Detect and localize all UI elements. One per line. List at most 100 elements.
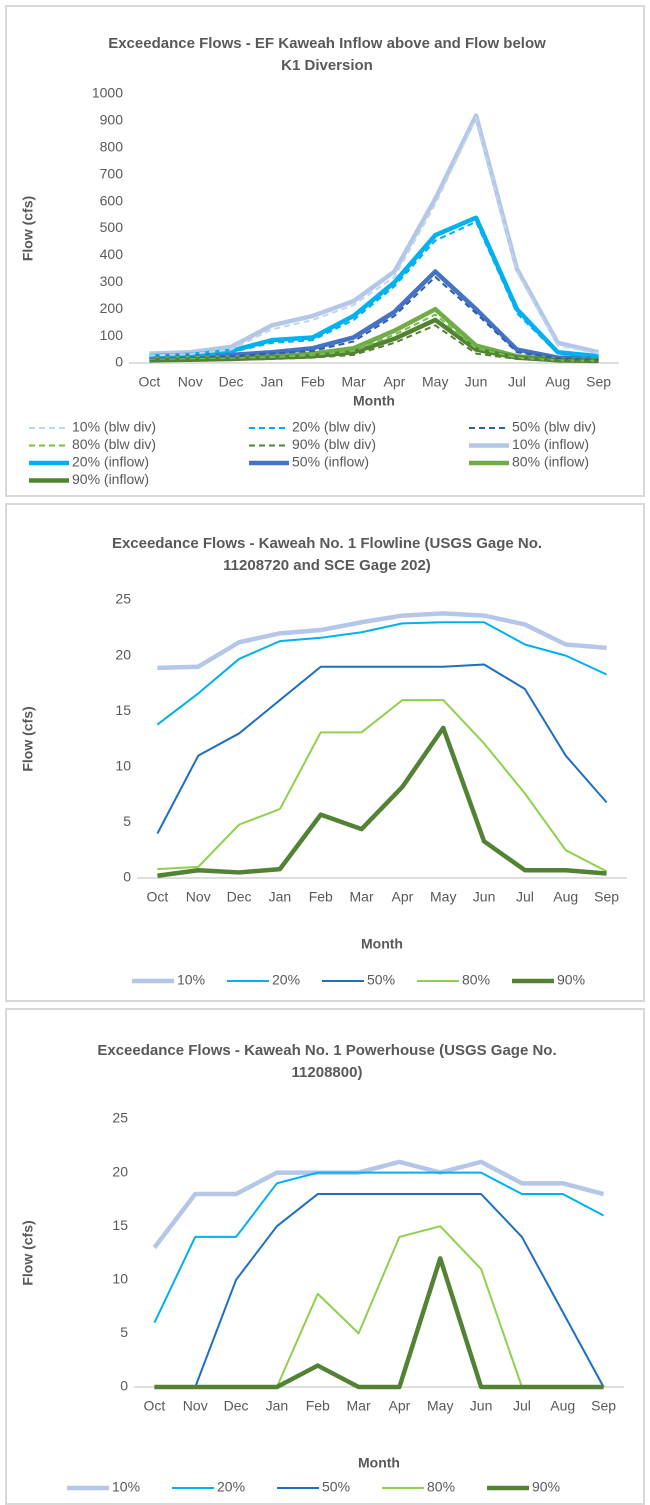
y-tick-label: 0 <box>120 1378 128 1394</box>
x-tick-label: Sep <box>594 889 619 905</box>
legend-label: 20% <box>217 1479 245 1495</box>
legend-label: 90% (blw div) <box>292 436 376 452</box>
legend-label: 20% (blw div) <box>292 419 376 435</box>
legend-label: 10% <box>177 972 205 988</box>
chart: 0 5 10 15 20 25 Oct Nov Dec Jan Feb Mar Apr May Jun Jul… <box>20 591 627 988</box>
series-line <box>154 1225 604 1388</box>
x-tick-label: Jun <box>473 889 496 905</box>
series-line <box>153 1171 605 1324</box>
legend-label: 80% <box>427 1479 455 1495</box>
series-line <box>152 1159 605 1250</box>
x-tick-label: May <box>422 374 448 390</box>
y-tick-label: 5 <box>123 813 131 829</box>
y-tick-label: 200 <box>100 300 124 316</box>
series-line <box>157 725 607 879</box>
x-tick-label: May <box>427 1398 453 1414</box>
legend-label: 90% <box>557 972 585 988</box>
x-tick-label: Nov <box>178 374 203 390</box>
series-line <box>149 324 599 363</box>
x-tick-label: Dec <box>224 1398 249 1414</box>
x-tick-label: Sep <box>586 374 611 390</box>
x-tick-label: Jan <box>261 374 284 390</box>
x-tick-label: Oct <box>144 1398 166 1414</box>
y-tick-label: 10 <box>112 1271 128 1287</box>
y-axis-label: Flow (cfs) <box>20 1220 36 1285</box>
legend-label: 10% (blw div) <box>72 419 156 435</box>
legend-label: 20% (inflow) <box>72 454 149 470</box>
y-tick-label: 800 <box>100 139 124 155</box>
x-tick-label: Feb <box>306 1398 330 1414</box>
y-tick-label: 600 <box>100 192 124 208</box>
y-tick-label: 400 <box>100 246 124 262</box>
chart-panel: Exceedance Flows - Kaweah No. 1 Powerhou… <box>5 1008 645 1505</box>
x-tick-label: May <box>430 889 456 905</box>
chart-panel: Exceedance Flows - Kaweah No. 1 Flowline… <box>5 503 645 1002</box>
x-tick-label: Feb <box>301 374 325 390</box>
x-tick-label: Jan <box>266 1398 289 1414</box>
x-tick-label: Apr <box>392 889 414 905</box>
x-tick-label: Jun <box>470 1398 493 1414</box>
y-tick-label: 25 <box>112 1110 128 1126</box>
y-axis-label: Flow (cfs) <box>20 196 36 261</box>
x-tick-label: Jun <box>465 374 488 390</box>
y-tick-label: 15 <box>112 1217 128 1233</box>
x-axis-label: Month <box>361 936 403 952</box>
series-line <box>149 220 599 359</box>
y-tick-label: 5 <box>120 1324 128 1340</box>
x-tick-label: Mar <box>347 1398 371 1414</box>
y-tick-label: 1000 <box>92 85 123 101</box>
legend-label: 90% <box>532 1479 560 1495</box>
chart-title: Exceedance Flows - Kaweah No. 1 Powerhou… <box>97 1042 557 1081</box>
y-tick-label: 700 <box>100 165 124 181</box>
x-tick-label: Jul <box>513 1398 531 1414</box>
x-tick-label: Dec <box>219 374 244 390</box>
legend-label: 80% (inflow) <box>512 454 589 470</box>
chart: 0 100 200 300 400 500 600 700 800 900 1000 Oct Nov De… <box>20 85 619 487</box>
x-tick-label: Oct <box>147 889 169 905</box>
series-line <box>156 621 608 726</box>
y-tick-label: 25 <box>115 591 131 607</box>
series-line <box>149 275 599 361</box>
legend-label: 50% <box>367 972 395 988</box>
x-tick-label: Nov <box>183 1398 208 1414</box>
series-line <box>154 1193 605 1388</box>
legend-label: 10% <box>112 1479 140 1495</box>
x-tick-label: Jul <box>508 374 526 390</box>
legend-label: 50% (blw div) <box>512 419 596 435</box>
series-line <box>149 269 599 362</box>
legend-label: 20% <box>272 972 300 988</box>
chart-title: Exceedance Flows - Kaweah No. 1 Flowline… <box>111 535 543 574</box>
x-axis-label: Month <box>358 1455 400 1471</box>
legend-label: 10% (inflow) <box>512 436 589 452</box>
y-tick-label: 500 <box>100 219 124 235</box>
y-tick-label: 20 <box>112 1163 128 1179</box>
series-line <box>157 611 607 671</box>
legend-label: 80% <box>462 972 490 988</box>
legend-label: 50% (inflow) <box>292 454 369 470</box>
y-tick-label: 100 <box>100 327 124 343</box>
y-tick-label: 0 <box>123 869 131 885</box>
chart-panel: Exceedance Flows - EF Kaweah Inflow abov… <box>5 5 645 497</box>
x-tick-label: Aug <box>553 889 578 905</box>
x-tick-label: Oct <box>139 374 161 390</box>
y-tick-label: 0 <box>115 354 123 370</box>
x-tick-label: Feb <box>309 889 333 905</box>
x-tick-label: Apr <box>389 1398 411 1414</box>
series-line <box>149 117 599 357</box>
x-tick-label: Jul <box>516 889 534 905</box>
x-tick-label: Jan <box>269 889 292 905</box>
series-line <box>149 113 600 356</box>
series-line <box>149 215 599 359</box>
y-tick-label: 20 <box>115 646 131 662</box>
legend-label: 50% <box>322 1479 350 1495</box>
legend-label: 80% (blw div) <box>72 436 156 452</box>
series-line <box>154 1256 604 1390</box>
x-tick-label: Apr <box>384 374 406 390</box>
y-tick-label: 15 <box>115 702 131 718</box>
chart-title: Exceedance Flows - EF Kaweah Inflow abov… <box>108 35 546 74</box>
y-tick-label: 900 <box>100 112 124 128</box>
x-tick-label: Mar <box>350 889 374 905</box>
y-axis-label: Flow (cfs) <box>20 706 36 771</box>
x-tick-label: Dec <box>227 889 252 905</box>
